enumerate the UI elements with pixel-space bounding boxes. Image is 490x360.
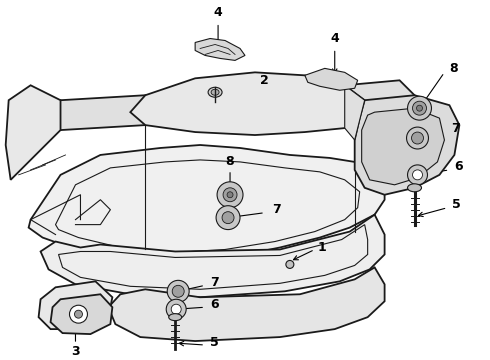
Text: 5: 5	[210, 336, 219, 348]
Polygon shape	[39, 282, 112, 329]
Circle shape	[223, 188, 237, 202]
Text: 1: 1	[318, 241, 326, 254]
Circle shape	[413, 101, 426, 115]
Polygon shape	[355, 95, 460, 195]
Text: 6: 6	[454, 161, 463, 174]
Polygon shape	[345, 80, 415, 118]
Circle shape	[407, 127, 428, 149]
Circle shape	[74, 310, 82, 318]
Text: 8: 8	[226, 156, 234, 168]
Text: 2: 2	[260, 74, 269, 87]
Polygon shape	[41, 215, 385, 297]
Polygon shape	[345, 85, 365, 140]
Text: 5: 5	[452, 198, 461, 211]
Circle shape	[413, 170, 422, 180]
Text: 7: 7	[451, 122, 460, 135]
Circle shape	[408, 96, 432, 120]
Circle shape	[166, 299, 186, 319]
Circle shape	[227, 192, 233, 198]
Ellipse shape	[211, 89, 219, 95]
Ellipse shape	[408, 184, 421, 192]
Text: 4: 4	[214, 6, 222, 19]
Polygon shape	[50, 294, 112, 334]
Polygon shape	[362, 108, 444, 185]
Text: 7: 7	[210, 276, 219, 289]
Circle shape	[412, 132, 423, 144]
Circle shape	[167, 280, 189, 302]
Text: 3: 3	[71, 345, 80, 357]
Circle shape	[172, 285, 184, 297]
Polygon shape	[305, 68, 358, 90]
Polygon shape	[6, 85, 61, 180]
Polygon shape	[195, 39, 245, 60]
Circle shape	[216, 206, 240, 230]
Circle shape	[416, 105, 422, 111]
Circle shape	[408, 165, 427, 185]
Ellipse shape	[64, 300, 81, 314]
Text: 7: 7	[272, 203, 281, 216]
Text: 8: 8	[449, 62, 458, 75]
Circle shape	[286, 260, 294, 269]
Ellipse shape	[208, 87, 222, 97]
Text: 6: 6	[210, 298, 219, 311]
Circle shape	[171, 304, 181, 314]
Polygon shape	[130, 72, 365, 135]
Polygon shape	[46, 95, 145, 130]
Ellipse shape	[169, 314, 182, 321]
Text: 4: 4	[330, 32, 339, 45]
Circle shape	[217, 182, 243, 208]
Circle shape	[70, 305, 87, 323]
Polygon shape	[28, 145, 385, 261]
Polygon shape	[108, 267, 385, 341]
Circle shape	[222, 212, 234, 224]
